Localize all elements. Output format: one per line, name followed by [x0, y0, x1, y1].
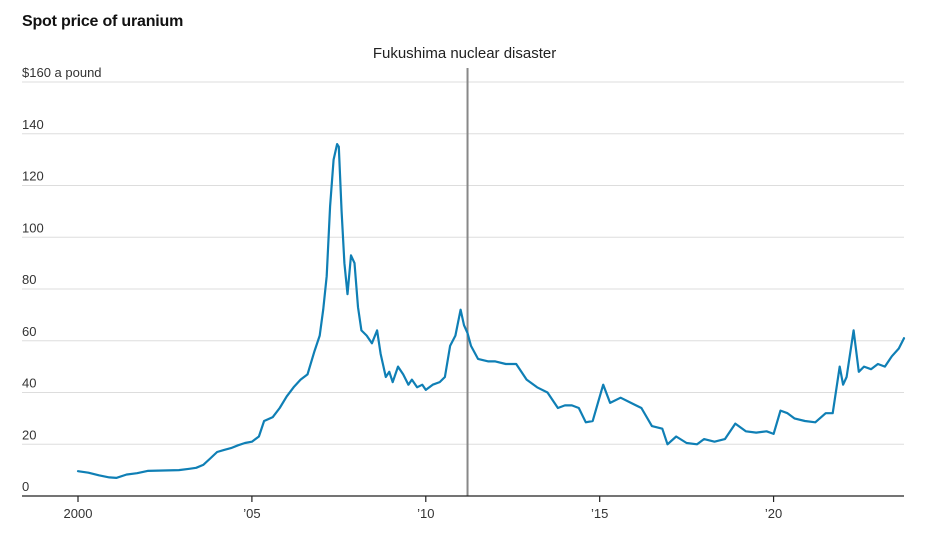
series-layer — [76, 143, 906, 479]
x-tick-label-2010: ’10 — [417, 506, 434, 521]
annotation-label: Fukushima nuclear disaster — [373, 45, 556, 62]
y-axis-tick-labels: $160 a pound 140 120 100 80 60 40 20 0 — [22, 65, 102, 494]
x-axis: 2000 ’05 ’10 ’15 ’20 — [22, 495, 904, 521]
y-tick-label-0: 0 — [22, 479, 29, 494]
y-tick-label-60: 60 — [22, 324, 36, 339]
y-tick-label-40: 40 — [22, 376, 36, 391]
y-tick-label-140: 140 — [22, 117, 44, 132]
grid-lines — [22, 81, 904, 445]
series-line-uranium-price — [76, 143, 906, 479]
y-tick-label-160: $160 a pound — [22, 65, 102, 80]
y-tick-label-120: 120 — [22, 169, 44, 184]
annotation-layer: Fukushima nuclear disaster — [373, 45, 556, 496]
y-tick-label-80: 80 — [22, 272, 36, 287]
x-tick-label-2020: ’20 — [765, 506, 782, 521]
x-tick-label-2000: 2000 — [64, 506, 93, 521]
x-tick-label-2015: ’15 — [591, 506, 608, 521]
y-tick-label-20: 20 — [22, 427, 36, 442]
chart-title: Spot price of uranium — [22, 13, 184, 30]
y-tick-label-100: 100 — [22, 220, 44, 235]
x-tick-label-2005: ’05 — [243, 506, 260, 521]
